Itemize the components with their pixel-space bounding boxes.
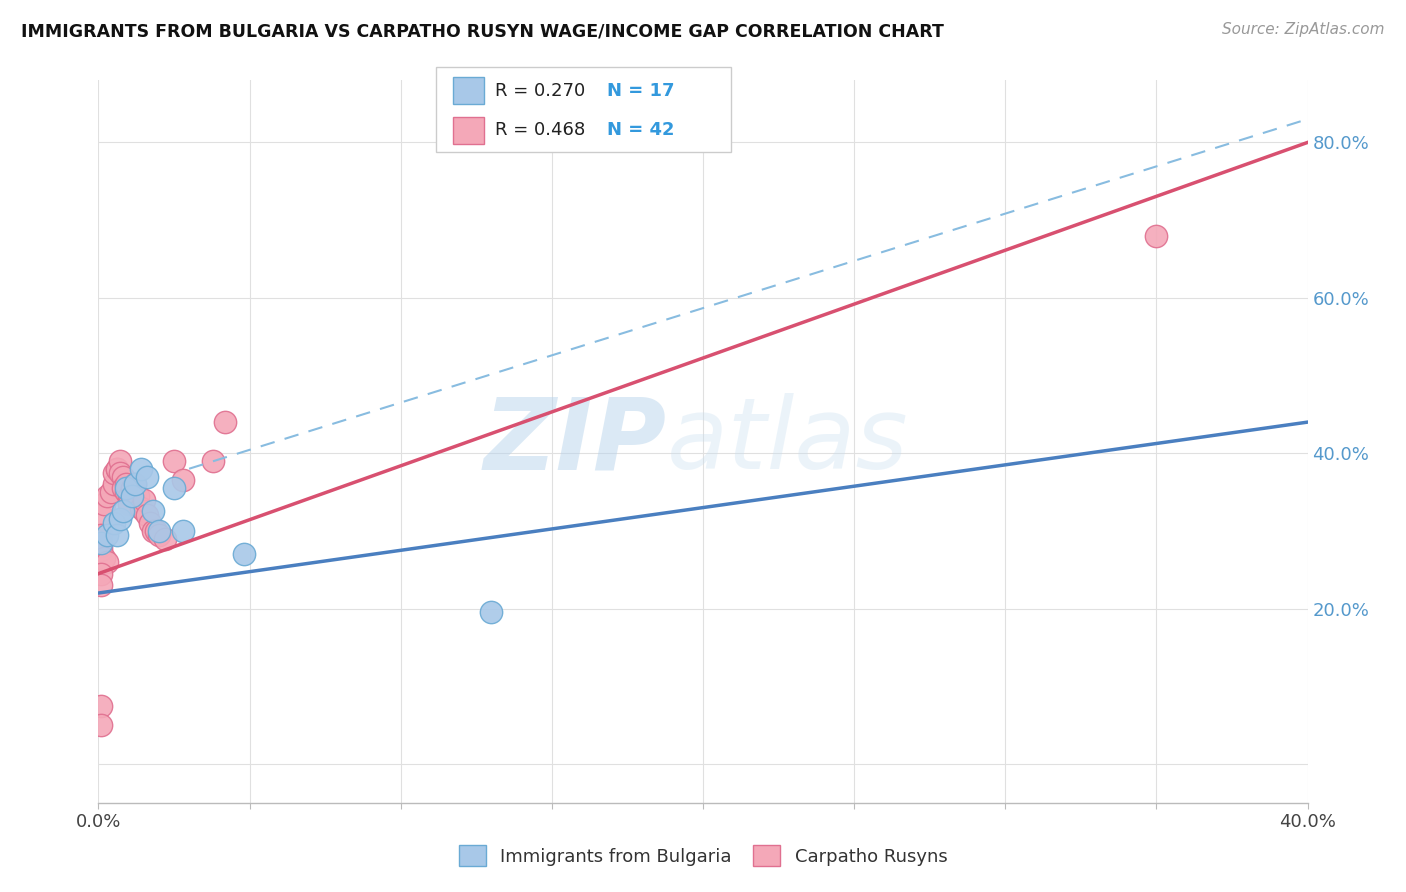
Point (96, 528, 118, 542)
Point (108, 512, 131, 526)
Point (481, 606, 503, 620)
Point (124, 477, 146, 491)
Text: atlas: atlas (666, 393, 908, 490)
Point (132, 504, 155, 518)
Point (114, 485, 136, 500)
Legend: Immigrants from Bulgaria, Carpatho Rusyns: Immigrants from Bulgaria, Carpatho Rusyn… (451, 838, 955, 873)
Point (135, 469, 157, 483)
Point (111, 469, 134, 483)
Point (90, 578, 112, 592)
Point (96, 489, 118, 503)
Text: Source: ZipAtlas.com: Source: ZipAtlas.com (1222, 22, 1385, 37)
Point (121, 489, 143, 503)
Text: ZIP: ZIP (484, 393, 666, 490)
Point (105, 461, 128, 475)
Point (118, 489, 141, 503)
Point (103, 466, 125, 480)
Point (114, 477, 136, 491)
Point (232, 547, 254, 561)
Point (172, 524, 194, 538)
Text: IMMIGRANTS FROM BULGARIA VS CARPATHO RUSYN WAGE/INCOME GAP CORRELATION CHART: IMMIGRANTS FROM BULGARIA VS CARPATHO RUS… (21, 22, 943, 40)
Point (145, 524, 167, 538)
Point (90, 540, 112, 554)
Point (90, 543, 112, 558)
Text: R = 0.468: R = 0.468 (495, 121, 585, 139)
Point (90, 718, 112, 732)
Point (202, 454, 225, 468)
Point (142, 524, 165, 538)
Point (214, 415, 236, 429)
Point (163, 481, 186, 495)
Point (129, 500, 152, 515)
Point (108, 466, 131, 480)
Point (90, 508, 112, 523)
Point (1144, 228, 1167, 243)
Point (90, 698, 112, 713)
Point (114, 481, 136, 495)
Text: R = 0.270: R = 0.270 (495, 82, 585, 100)
Point (139, 516, 162, 530)
Point (90, 535, 112, 549)
Point (93, 551, 115, 566)
Point (132, 492, 155, 507)
Point (153, 532, 176, 546)
Point (103, 516, 125, 530)
Point (135, 508, 157, 523)
Point (108, 454, 131, 468)
Point (163, 454, 186, 468)
Point (111, 481, 134, 495)
Point (105, 461, 128, 475)
Point (96, 555, 118, 569)
Point (90, 566, 112, 581)
Point (90, 528, 112, 542)
Point (111, 504, 134, 518)
Point (121, 481, 143, 495)
Point (103, 477, 125, 491)
Point (142, 504, 165, 518)
Point (93, 497, 115, 511)
Point (148, 528, 170, 542)
Point (148, 524, 170, 538)
Point (127, 489, 149, 503)
Point (172, 474, 194, 488)
Point (100, 485, 122, 500)
Point (129, 461, 152, 475)
Point (124, 477, 146, 491)
Text: N = 42: N = 42 (607, 121, 675, 139)
Text: N = 17: N = 17 (607, 82, 675, 100)
Point (105, 528, 128, 542)
Point (118, 497, 141, 511)
